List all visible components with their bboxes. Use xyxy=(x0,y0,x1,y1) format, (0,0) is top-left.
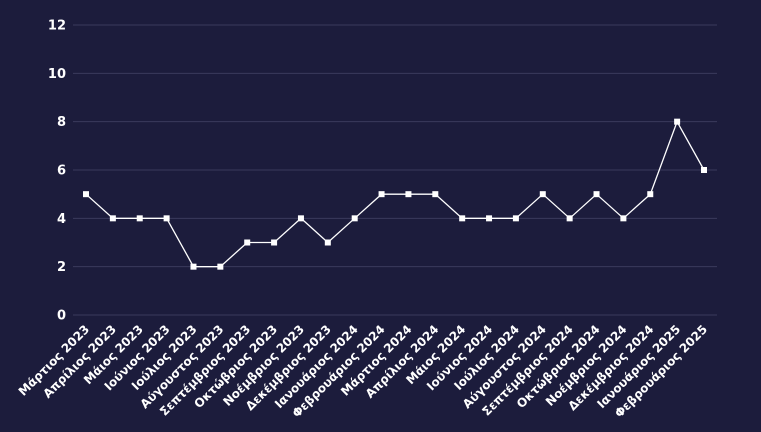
data-point-11 xyxy=(351,215,358,222)
data-point-13 xyxy=(405,191,412,198)
data-point-17 xyxy=(512,215,519,222)
series-layer xyxy=(83,118,707,270)
series-line-1 xyxy=(85,120,705,268)
data-point-21 xyxy=(620,215,627,222)
data-point-2 xyxy=(109,215,116,222)
data-point-9 xyxy=(297,215,304,222)
data-point-1 xyxy=(83,191,89,198)
y-tick-label-4: 4 xyxy=(57,212,66,227)
data-point-22 xyxy=(647,191,654,198)
data-point-14 xyxy=(432,191,439,198)
y-tick-label-2: 2 xyxy=(57,260,66,275)
data-point-7 xyxy=(244,239,251,246)
data-point-16 xyxy=(486,215,493,222)
data-point-4 xyxy=(163,215,170,222)
data-point-3 xyxy=(136,215,143,222)
data-point-19 xyxy=(566,215,573,222)
y-tick-label-0: 0 xyxy=(57,309,66,324)
y-tick-label-10: 10 xyxy=(48,67,66,82)
data-point-24 xyxy=(701,167,707,173)
data-point-8 xyxy=(271,239,278,246)
data-point-18 xyxy=(539,191,546,198)
data-point-23 xyxy=(674,118,681,125)
y-tick-label-12: 12 xyxy=(48,19,66,34)
gridlines xyxy=(73,24,717,316)
y-tick-label-6: 6 xyxy=(57,164,66,179)
data-point-15 xyxy=(459,215,466,222)
data-point-12 xyxy=(378,191,385,198)
data-point-20 xyxy=(593,191,600,198)
data-point-5 xyxy=(190,263,197,270)
data-point-10 xyxy=(324,239,331,246)
data-point-6 xyxy=(217,263,224,270)
y-tick-label-8: 8 xyxy=(57,115,66,130)
y-axis-ticks: 0 2 4 6 8 10 12 xyxy=(48,19,66,324)
